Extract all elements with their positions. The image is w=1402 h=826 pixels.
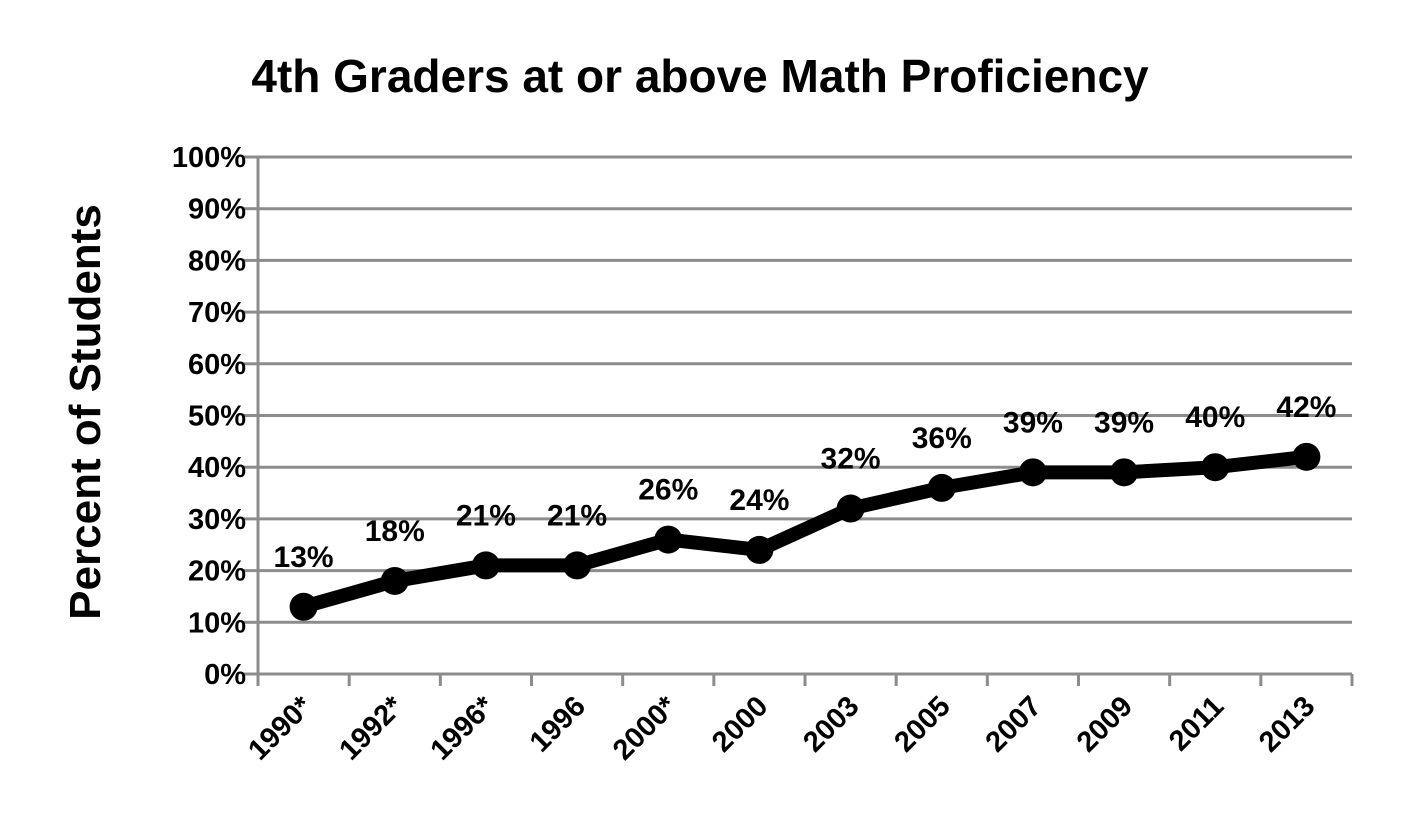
data-label: 40% <box>1185 401 1245 434</box>
y-axis-label: Percent of Students <box>61 204 110 620</box>
x-tick-label: 2013 <box>1253 690 1321 758</box>
x-tick-label: 2003 <box>797 690 865 758</box>
x-tick-label: 2007 <box>980 690 1048 758</box>
y-tick-label: 10% <box>188 607 246 639</box>
data-point <box>927 473 956 502</box>
chart-title: 4th Graders at or above Math Proficiency <box>251 50 1149 102</box>
data-label: 21% <box>547 499 607 532</box>
x-tick-label: 1990* <box>242 690 319 767</box>
data-label: 32% <box>821 443 881 476</box>
data-label: 36% <box>912 422 972 455</box>
data-point <box>289 592 318 621</box>
y-tick-label: 70% <box>188 297 246 329</box>
series-line-layer <box>296 449 1314 614</box>
data-label: 21% <box>456 499 516 532</box>
x-tick-label: 2011 <box>1163 690 1230 757</box>
x-tick-label: 2000* <box>607 690 684 767</box>
y-tick-label: 0% <box>204 659 246 691</box>
data-label: 42% <box>1276 391 1336 424</box>
y-tick-label: 30% <box>188 504 246 536</box>
y-tick-label: 50% <box>188 401 246 433</box>
x-tick-label: 1996 <box>524 690 592 758</box>
data-label: 26% <box>638 474 698 507</box>
data-point <box>654 525 683 554</box>
y-tick-label: 20% <box>188 556 246 588</box>
y-tick-label: 100% <box>172 142 246 174</box>
x-tick-label: 1992* <box>333 690 410 767</box>
data-label: 13% <box>274 541 334 574</box>
y-tick-label: 90% <box>188 194 246 226</box>
y-tick-label: 80% <box>188 245 246 277</box>
y-tick-label: 40% <box>188 452 246 484</box>
data-point <box>1292 442 1321 471</box>
y-tick-label: 60% <box>188 349 246 381</box>
axes <box>244 155 1354 686</box>
y-tick-labels: 0% 10% 20% 30% 40% 50% 60% 70% 80% 90% 100% <box>172 142 246 691</box>
series-line <box>296 449 1314 614</box>
x-tick-labels: 1990* 1992* 1996* 1996 2000* 2000 2003 2005 2007… <box>242 690 1321 767</box>
x-tick-label: 2005 <box>888 690 956 758</box>
data-label: 39% <box>1003 406 1063 439</box>
data-point <box>563 551 592 580</box>
data-label: 39% <box>1094 406 1154 439</box>
data-point <box>1201 453 1230 482</box>
data-point <box>836 494 865 523</box>
data-label: 24% <box>729 484 789 517</box>
data-point <box>1018 458 1047 487</box>
data-points <box>289 442 1321 621</box>
data-label: 18% <box>365 515 425 548</box>
data-point <box>1110 458 1139 487</box>
x-tick-label: 1996* <box>425 690 502 767</box>
data-point <box>471 551 500 580</box>
data-point <box>380 566 409 595</box>
x-tick-label: 2000 <box>706 690 774 758</box>
data-labels: 13% 18% 21% 21% 26% 24% 32% 36% 39% 39% 40% 42% <box>274 391 1337 574</box>
x-tick-label: 2009 <box>1071 690 1139 758</box>
data-point <box>745 535 774 564</box>
